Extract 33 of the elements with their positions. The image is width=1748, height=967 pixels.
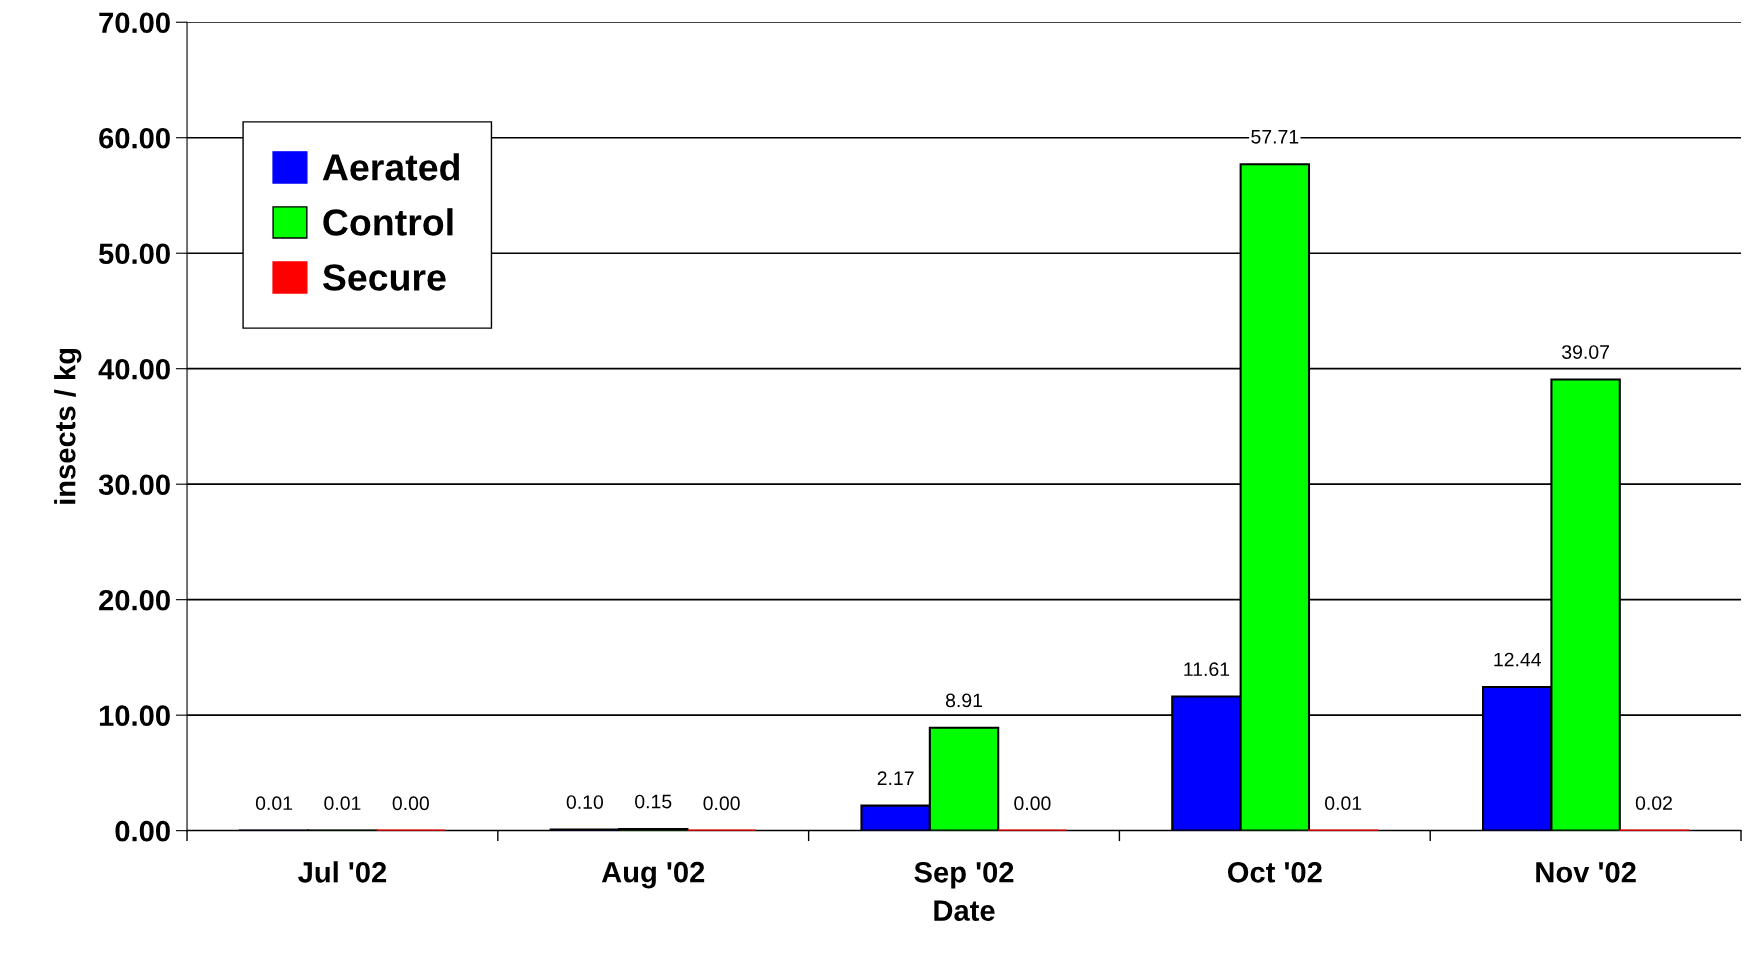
data-label: 0.00 — [1014, 796, 1051, 811]
y-tick-label: 0.00 — [115, 820, 170, 842]
y-tick-label: 50.00 — [98, 243, 170, 265]
x-tick-label: Sep '02 — [914, 861, 1014, 889]
data-label: 0.01 — [255, 796, 293, 811]
x-axis-title: Date — [934, 900, 995, 921]
data-label: 39.07 — [1562, 345, 1609, 359]
y-tick-label: 40.00 — [98, 358, 170, 380]
y-tick-label: 10.00 — [99, 705, 170, 727]
x-tick-label: Nov '02 — [1536, 861, 1636, 883]
data-label: 0.00 — [703, 796, 740, 811]
x-tick-label: Jul '02 — [298, 861, 387, 883]
y-tick-label: 60.00 — [99, 127, 170, 149]
data-label: 0.00 — [392, 796, 429, 811]
data-label: 0.01 — [324, 796, 361, 811]
data-label: 12.44 — [1494, 652, 1541, 667]
y-tick-label: 70.00 — [99, 12, 170, 34]
x-tick-label: Aug '02 — [601, 861, 705, 889]
legend-label: Aerated — [322, 153, 459, 181]
legend-label: Control — [323, 208, 453, 236]
data-label: 8.91 — [945, 693, 982, 708]
data-label: 0.02 — [1635, 796, 1672, 810]
x-tick-label: Oct '02 — [1227, 861, 1322, 883]
y-tick-label: 20.00 — [99, 589, 170, 611]
y-tick-label: 30.00 — [98, 474, 170, 496]
data-label: 0.15 — [635, 794, 672, 809]
legend-label: Secure — [322, 264, 446, 291]
data-label: 11.61 — [1184, 662, 1230, 677]
y-axis-title: insects / kg — [54, 348, 82, 504]
data-label: 0.01 — [1325, 796, 1362, 811]
data-label: 0.10 — [566, 795, 604, 809]
data-label: 57.71 — [1251, 130, 1299, 144]
data-label: 2.17 — [877, 771, 914, 785]
